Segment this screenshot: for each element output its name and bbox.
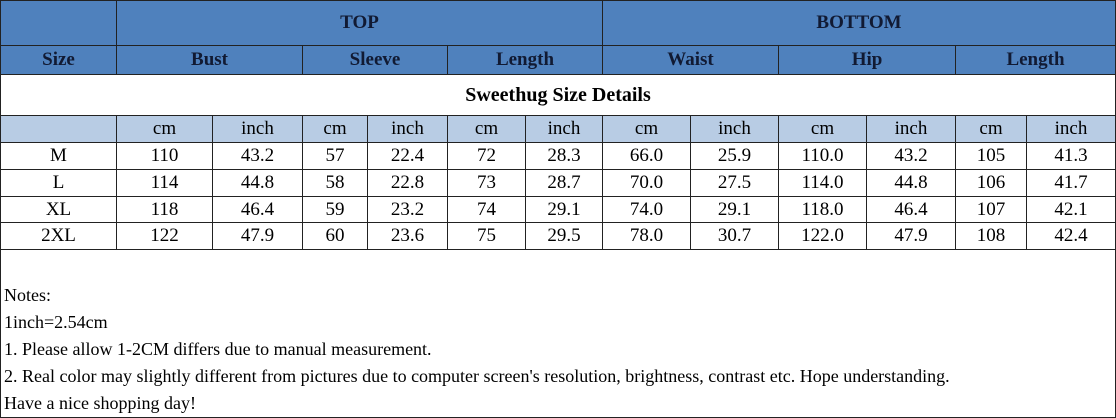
value-cell: 78.0 bbox=[602, 222, 691, 250]
size-cell: XL bbox=[0, 196, 117, 223]
value-cell: 118.0 bbox=[778, 196, 867, 223]
unit-cell: cm bbox=[778, 115, 867, 143]
value-cell: 118 bbox=[116, 196, 213, 223]
unit-cell: cm bbox=[447, 115, 526, 143]
value-cell: 75 bbox=[447, 222, 526, 250]
unit-cell: inch bbox=[367, 115, 448, 143]
note-line: 1. Please allow 1-2CM differs due to man… bbox=[4, 339, 432, 359]
value-cell: 29.5 bbox=[525, 222, 603, 250]
value-cell: 105 bbox=[955, 142, 1027, 170]
column-header: Size bbox=[0, 45, 117, 75]
value-cell: 43.2 bbox=[212, 142, 303, 170]
value-cell: 43.2 bbox=[866, 142, 956, 170]
value-cell: 22.8 bbox=[367, 169, 448, 197]
value-cell: 58 bbox=[302, 169, 368, 197]
size-cell: M bbox=[0, 142, 117, 170]
value-cell: 23.6 bbox=[367, 222, 448, 250]
value-cell: 29.1 bbox=[690, 196, 779, 223]
value-cell: 27.5 bbox=[690, 169, 779, 197]
value-cell: 57 bbox=[302, 142, 368, 170]
value-cell: 72 bbox=[447, 142, 526, 170]
unit-cell: cm bbox=[602, 115, 691, 143]
value-cell: 44.8 bbox=[212, 169, 303, 197]
column-header: Hip bbox=[778, 45, 956, 75]
unit-cell: inch bbox=[866, 115, 956, 143]
value-cell: 28.3 bbox=[525, 142, 603, 170]
column-header: Waist bbox=[602, 45, 779, 75]
value-cell: 74 bbox=[447, 196, 526, 223]
value-cell: 25.9 bbox=[690, 142, 779, 170]
value-cell: 110.0 bbox=[778, 142, 867, 170]
value-cell: 108 bbox=[955, 222, 1027, 250]
value-cell: 122 bbox=[116, 222, 213, 250]
value-cell: 47.9 bbox=[866, 222, 956, 250]
value-cell: 114.0 bbox=[778, 169, 867, 197]
value-cell: 42.1 bbox=[1026, 196, 1116, 223]
unit-cell: inch bbox=[525, 115, 603, 143]
value-cell: 28.7 bbox=[525, 169, 603, 197]
header-cell bbox=[0, 0, 117, 46]
value-cell: 29.1 bbox=[525, 196, 603, 223]
value-cell: 22.4 bbox=[367, 142, 448, 170]
note-line: Have a nice shopping day! bbox=[4, 393, 196, 413]
value-cell: 44.8 bbox=[866, 169, 956, 197]
group-header: BOTTOM bbox=[602, 0, 1116, 46]
value-cell: 114 bbox=[116, 169, 213, 197]
value-cell: 74.0 bbox=[602, 196, 691, 223]
unit-cell: cm bbox=[116, 115, 213, 143]
size-cell: 2XL bbox=[0, 222, 117, 250]
note-line: 1inch=2.54cm bbox=[4, 312, 108, 332]
value-cell: 46.4 bbox=[212, 196, 303, 223]
size-cell: L bbox=[0, 169, 117, 197]
value-cell: 59 bbox=[302, 196, 368, 223]
column-header: Sleeve bbox=[302, 45, 448, 75]
column-header: Bust bbox=[116, 45, 303, 75]
column-header: Length bbox=[447, 45, 603, 75]
unit-cell: inch bbox=[690, 115, 779, 143]
value-cell: 73 bbox=[447, 169, 526, 197]
unit-cell: inch bbox=[1026, 115, 1116, 143]
unit-cell: cm bbox=[302, 115, 368, 143]
column-header: Length bbox=[955, 45, 1116, 75]
value-cell: 110 bbox=[116, 142, 213, 170]
value-cell: 60 bbox=[302, 222, 368, 250]
value-cell: 41.3 bbox=[1026, 142, 1116, 170]
value-cell: 66.0 bbox=[602, 142, 691, 170]
value-cell: 23.2 bbox=[367, 196, 448, 223]
value-cell: 47.9 bbox=[212, 222, 303, 250]
value-cell: 42.4 bbox=[1026, 222, 1116, 250]
unit-cell: inch bbox=[212, 115, 303, 143]
value-cell: 106 bbox=[955, 169, 1027, 197]
value-cell: 30.7 bbox=[690, 222, 779, 250]
group-header: TOP bbox=[116, 0, 603, 46]
value-cell: 107 bbox=[955, 196, 1027, 223]
unit-cell: cm bbox=[955, 115, 1027, 143]
note-line: 2. Real color may slightly different fro… bbox=[4, 366, 950, 386]
value-cell: 70.0 bbox=[602, 169, 691, 197]
note-line: Notes: bbox=[4, 285, 51, 305]
value-cell: 41.7 bbox=[1026, 169, 1116, 197]
table-title: Sweethug Size Details bbox=[0, 74, 1116, 116]
value-cell: 46.4 bbox=[866, 196, 956, 223]
value-cell: 122.0 bbox=[778, 222, 867, 250]
unit-cell bbox=[0, 115, 117, 143]
